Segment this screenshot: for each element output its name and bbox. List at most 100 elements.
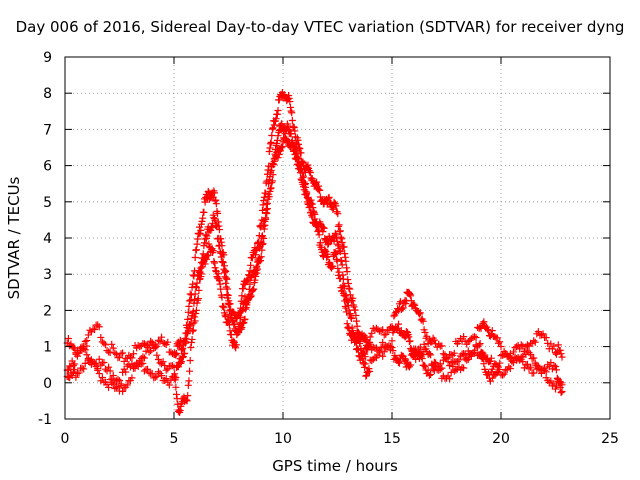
y-tick-label: 9: [43, 50, 52, 66]
data-point: [285, 94, 293, 102]
data-point: [556, 346, 564, 354]
data-point: [376, 349, 384, 357]
data-point: [154, 336, 162, 344]
data-point: [286, 98, 294, 106]
data-point: [410, 300, 418, 308]
data-point: [97, 333, 105, 341]
data-point: [278, 143, 286, 151]
data-point: [220, 269, 228, 277]
data-point: [236, 319, 244, 327]
data-point: [552, 366, 560, 374]
data-point: [332, 250, 340, 258]
data-point: [108, 340, 116, 348]
data-point: [140, 354, 148, 362]
data-point: [262, 206, 270, 214]
data-point: [290, 124, 298, 132]
data-point: [89, 358, 97, 366]
data-point: [460, 333, 468, 341]
data-point: [100, 358, 108, 366]
data-point: [290, 123, 298, 131]
data-point: [329, 205, 337, 213]
data-point: [514, 341, 522, 349]
data-point: [496, 338, 504, 346]
data-point: [487, 354, 495, 362]
data-point: [259, 201, 267, 209]
data-point: [274, 132, 282, 140]
data-point: [460, 364, 468, 372]
data-point: [284, 122, 292, 130]
data-point: [181, 339, 189, 347]
data-point: [480, 360, 488, 368]
data-point: [187, 320, 195, 328]
data-point: [144, 343, 152, 351]
data-point: [190, 299, 198, 307]
data-point: [527, 350, 535, 358]
data-point: [211, 216, 219, 224]
data-point: [272, 115, 280, 123]
data-point: [264, 192, 272, 200]
data-point: [455, 356, 463, 364]
data-point: [419, 317, 427, 325]
data-point: [238, 292, 246, 300]
data-point: [139, 353, 147, 361]
data-point: [335, 221, 343, 229]
data-point: [187, 291, 195, 299]
data-point: [334, 210, 342, 218]
data-point: [147, 337, 155, 345]
data-point: [557, 350, 565, 358]
data-point: [222, 279, 230, 287]
data-point: [202, 255, 210, 263]
data-point: [447, 368, 455, 376]
data-point: [408, 347, 416, 355]
data-point: [186, 367, 194, 375]
data-point: [218, 293, 226, 301]
data-point: [436, 365, 444, 373]
data-point: [214, 209, 222, 217]
data-point: [199, 250, 207, 258]
data-point: [323, 253, 331, 261]
data-point: [295, 155, 303, 163]
data-point: [81, 337, 89, 345]
data-point: [296, 160, 304, 168]
data-point: [405, 333, 413, 341]
data-point: [219, 258, 227, 266]
data-point: [537, 369, 545, 377]
data-point: [196, 268, 204, 276]
data-point: [346, 285, 354, 293]
data-point: [366, 338, 374, 346]
data-point: [78, 364, 86, 372]
data-point: [145, 369, 153, 377]
data-point: [232, 344, 240, 352]
data-point: [208, 223, 216, 231]
data-point: [259, 222, 267, 230]
data-point: [315, 231, 323, 239]
data-point: [313, 222, 321, 230]
data-point: [552, 385, 559, 393]
data-point: [424, 366, 432, 374]
data-point: [304, 161, 312, 169]
data-point: [286, 103, 294, 111]
data-point: [352, 317, 360, 325]
data-point: [210, 258, 218, 266]
data-point: [382, 344, 390, 352]
data-point: [241, 315, 249, 323]
data-point: [358, 349, 366, 357]
data-point: [266, 144, 274, 152]
data-point: [234, 327, 242, 335]
data-point: [311, 215, 319, 223]
data-point: [83, 351, 91, 359]
data-point: [247, 261, 255, 269]
data-point: [185, 302, 193, 310]
data-point: [177, 358, 185, 366]
data-point: [332, 202, 340, 210]
data-point: [98, 373, 106, 381]
data-point: [234, 329, 242, 337]
data-point: [388, 337, 396, 345]
data-point: [449, 362, 457, 370]
data-point: [421, 328, 429, 336]
data-point: [493, 334, 501, 342]
data-point: [341, 250, 349, 258]
data-point: [397, 327, 405, 335]
data-point: [159, 358, 167, 366]
data-point: [123, 381, 131, 389]
